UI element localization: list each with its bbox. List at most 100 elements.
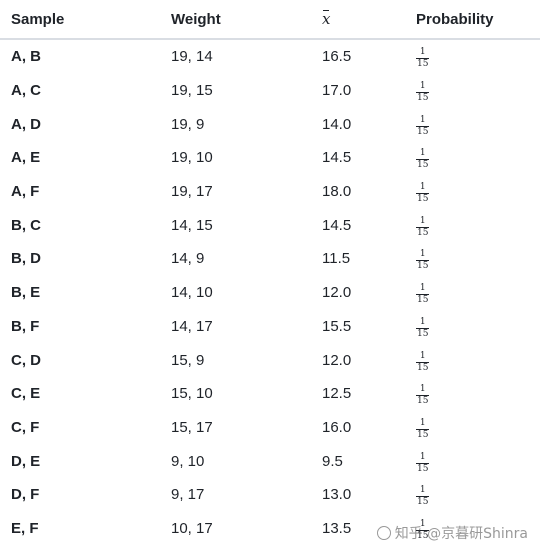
probability-fraction: 1 15 [416, 417, 430, 440]
cell-weight: 14, 9 [171, 250, 205, 268]
fraction-numerator: 1 [419, 182, 426, 193]
header-sample: Sample [0, 0, 160, 40]
cell-weight: 14, 15 [171, 216, 213, 234]
watermark: 知乎 @京暮研Shinra [376, 523, 528, 543]
cell-weight: 14, 17 [171, 317, 213, 335]
table-row: D, F 9, 17 13.0 1 15 [0, 478, 540, 512]
cell-weight: 10, 17 [171, 519, 213, 537]
fraction-numerator: 1 [419, 350, 426, 361]
table-row: A, B 19, 14 16.5 1 15 [0, 39, 540, 74]
cell-probability: 1 15 [404, 310, 540, 344]
fraction-numerator: 1 [419, 283, 426, 294]
header-probability: Probability [404, 0, 540, 40]
cell-weight: 15, 10 [171, 385, 213, 403]
probability-fraction: 1 15 [416, 518, 430, 541]
cell-sample: C, F [11, 418, 40, 436]
fraction-denominator: 15 [417, 429, 429, 440]
cell-probability: 1 15 [404, 74, 540, 108]
cell-sample: B, C [11, 216, 41, 234]
probability-fraction: 1 15 [416, 250, 430, 272]
cell-probability: 1 15 [404, 242, 540, 276]
probability-fraction: 1 15 [416, 114, 430, 137]
table-row: A, F 19, 17 18.0 1 15 [0, 175, 540, 209]
cell-probability: 1 15 [404, 141, 540, 175]
probability-fraction: 1 15 [416, 215, 430, 238]
cell-weight: 15, 17 [171, 418, 213, 436]
cell-probability: 1 15 [404, 411, 540, 445]
fraction-denominator: 15 [417, 227, 429, 238]
cell-weight: 19, 9 [171, 115, 205, 133]
cell-probability: 1 15 [404, 343, 540, 377]
table-row: C, F 15, 17 16.0 1 15 [0, 411, 540, 445]
probability-fraction: 1 15 [416, 182, 430, 205]
cell-sample: A, F [11, 183, 40, 201]
cell-sample: C, D [11, 351, 41, 369]
fraction-numerator: 1 [419, 518, 426, 529]
cell-mean: 12.5 [322, 385, 352, 403]
fraction-numerator: 1 [419, 215, 426, 226]
table-row: A, E 19, 10 14.5 1 15 [0, 141, 540, 175]
cell-weight: 9, 10 [171, 452, 205, 470]
cell-probability: 1 15 [404, 512, 540, 546]
probability-fraction: 1 15 [416, 81, 430, 103]
cell-probability: 1 15 [404, 276, 540, 310]
fraction-denominator: 15 [417, 362, 429, 373]
cell-weight: 9, 17 [171, 486, 205, 504]
fraction-denominator: 15 [417, 59, 429, 70]
probability-fraction: 1 15 [416, 452, 430, 474]
cell-mean: 16.5 [322, 48, 352, 66]
cell-sample: B, D [11, 250, 41, 268]
cell-mean: 12.0 [322, 351, 352, 369]
cell-mean: 15.5 [322, 317, 352, 335]
fraction-numerator: 1 [419, 417, 426, 428]
fraction-denominator: 15 [417, 261, 429, 272]
fraction-denominator: 15 [417, 396, 429, 407]
x-bar-symbol: x [322, 9, 331, 28]
probability-fraction: 1 15 [416, 283, 430, 306]
cell-probability: 1 15 [404, 478, 540, 512]
fraction-denominator: 15 [417, 530, 429, 541]
fraction-numerator: 1 [419, 114, 426, 125]
cell-weight: 19, 17 [171, 183, 213, 201]
fraction-denominator: 15 [417, 295, 429, 306]
cell-weight: 19, 15 [171, 82, 213, 100]
cell-sample: B, F [11, 317, 40, 335]
cell-mean: 14.5 [322, 149, 352, 167]
cell-mean: 9.5 [322, 452, 343, 470]
cell-probability: 1 15 [404, 444, 540, 478]
cell-sample: A, D [11, 115, 41, 133]
table-header-row: Sample Weight x Probability [0, 0, 540, 40]
table-row: B, E 14, 10 12.0 1 15 [0, 276, 540, 310]
cell-mean: 17.0 [322, 82, 352, 100]
cell-mean: 13.0 [322, 486, 352, 504]
watermark-logo-icon [376, 526, 391, 540]
cell-sample: A, B [11, 48, 41, 66]
fraction-numerator: 1 [419, 47, 426, 58]
fraction-denominator: 15 [417, 194, 429, 205]
table-row: A, D 19, 9 14.0 1 15 [0, 107, 540, 141]
cell-sample: C, E [11, 385, 41, 403]
fraction-numerator: 1 [419, 81, 426, 92]
fraction-denominator: 15 [417, 497, 429, 508]
table-row: A, C 19, 15 17.0 1 15 [0, 74, 540, 108]
cell-mean: 12.0 [322, 284, 352, 302]
x-bar-letter: x [322, 9, 331, 28]
table-row: D, E 9, 10 9.5 1 15 [0, 444, 540, 478]
cell-mean: 11.5 [322, 250, 351, 268]
table-row: C, E 15, 10 12.5 1 15 [0, 377, 540, 411]
fraction-denominator: 15 [417, 160, 429, 171]
cell-weight: 15, 9 [171, 351, 205, 369]
table-row: C, D 15, 9 12.0 1 15 [0, 343, 540, 377]
cell-mean: 14.5 [322, 216, 352, 234]
table-row: B, D 14, 9 11.5 1 15 [0, 242, 540, 276]
cell-mean: 18.0 [322, 183, 352, 201]
probability-fraction: 1 15 [416, 486, 430, 508]
cell-probability: 1 15 [404, 175, 540, 209]
watermark-text: 知乎 @京暮研Shinra [394, 526, 528, 542]
cell-sample: B, E [11, 284, 41, 302]
fraction-numerator: 1 [419, 148, 426, 159]
cell-weight: 19, 14 [171, 48, 213, 66]
table-row: B, C 14, 15 14.5 1 15 [0, 208, 540, 242]
table-row: E, F 10, 17 13.5 1 15 [0, 512, 540, 546]
